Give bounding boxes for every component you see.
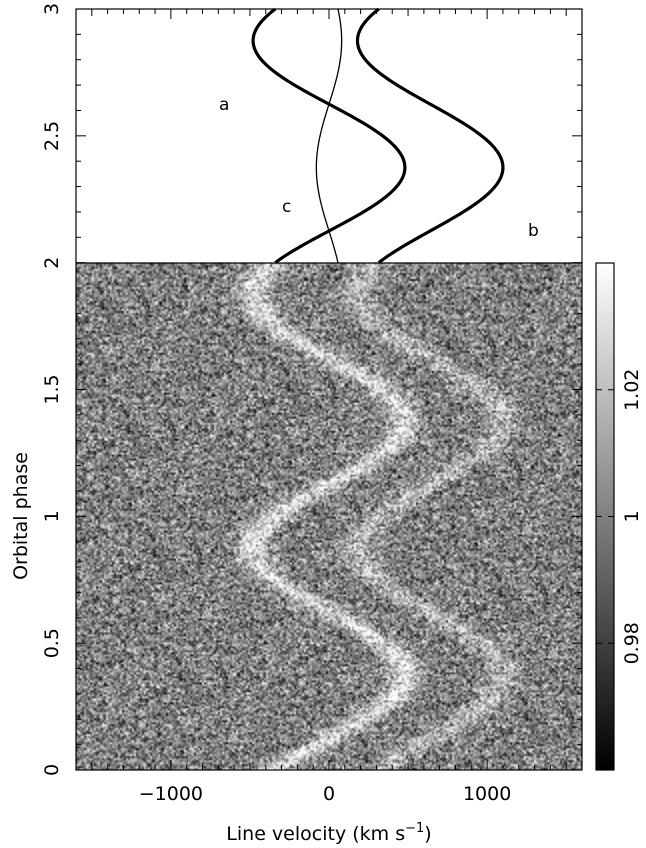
- curve-label-a: a: [219, 95, 229, 115]
- x-tick-label: −1000: [139, 783, 203, 805]
- trailed-spectrum-heatmap: [76, 263, 582, 770]
- x-tick-label: 0: [323, 783, 335, 805]
- colorbar-ticks: [596, 389, 614, 644]
- colorbar-tick-label: 1: [621, 510, 643, 522]
- y-tick-label: 2: [41, 257, 63, 269]
- curve-c: [315, 8, 343, 263]
- y-tick-label: 1: [41, 510, 63, 522]
- colorbar-tick-label: 1.02: [621, 369, 643, 411]
- colorbar-tick-label: 0.98: [621, 622, 643, 664]
- y-tick-label: 0.5: [41, 628, 63, 658]
- x-tick-label: 1000: [463, 783, 511, 805]
- y-tick-label: 0: [41, 764, 63, 776]
- y-axis-title: Orbital phase: [10, 452, 32, 580]
- colorbar-tick-labels: 0.98 1 1.02: [621, 369, 643, 665]
- curve-a: [251, 7, 407, 264]
- y-tick-label: 3: [41, 3, 63, 15]
- y-tick-label: 2.5: [41, 121, 63, 151]
- y-tick-labels: 0 0.5 1 1.5 2 2.5 3: [41, 3, 63, 776]
- colorbar: 0.98 1 1.02: [595, 262, 643, 771]
- curve-b: [355, 7, 505, 264]
- radial-velocity-curve-panel: [251, 7, 505, 264]
- heatmap-panel: [76, 263, 582, 770]
- curve-label-b: b: [528, 221, 539, 241]
- curve-label-c: c: [282, 197, 291, 217]
- axis-ticks: [76, 8, 582, 771]
- x-axis-title: Line velocity (km s−1): [226, 821, 431, 845]
- x-tick-labels: −1000 0 1000: [139, 783, 512, 805]
- y-tick-label: 1.5: [41, 374, 63, 404]
